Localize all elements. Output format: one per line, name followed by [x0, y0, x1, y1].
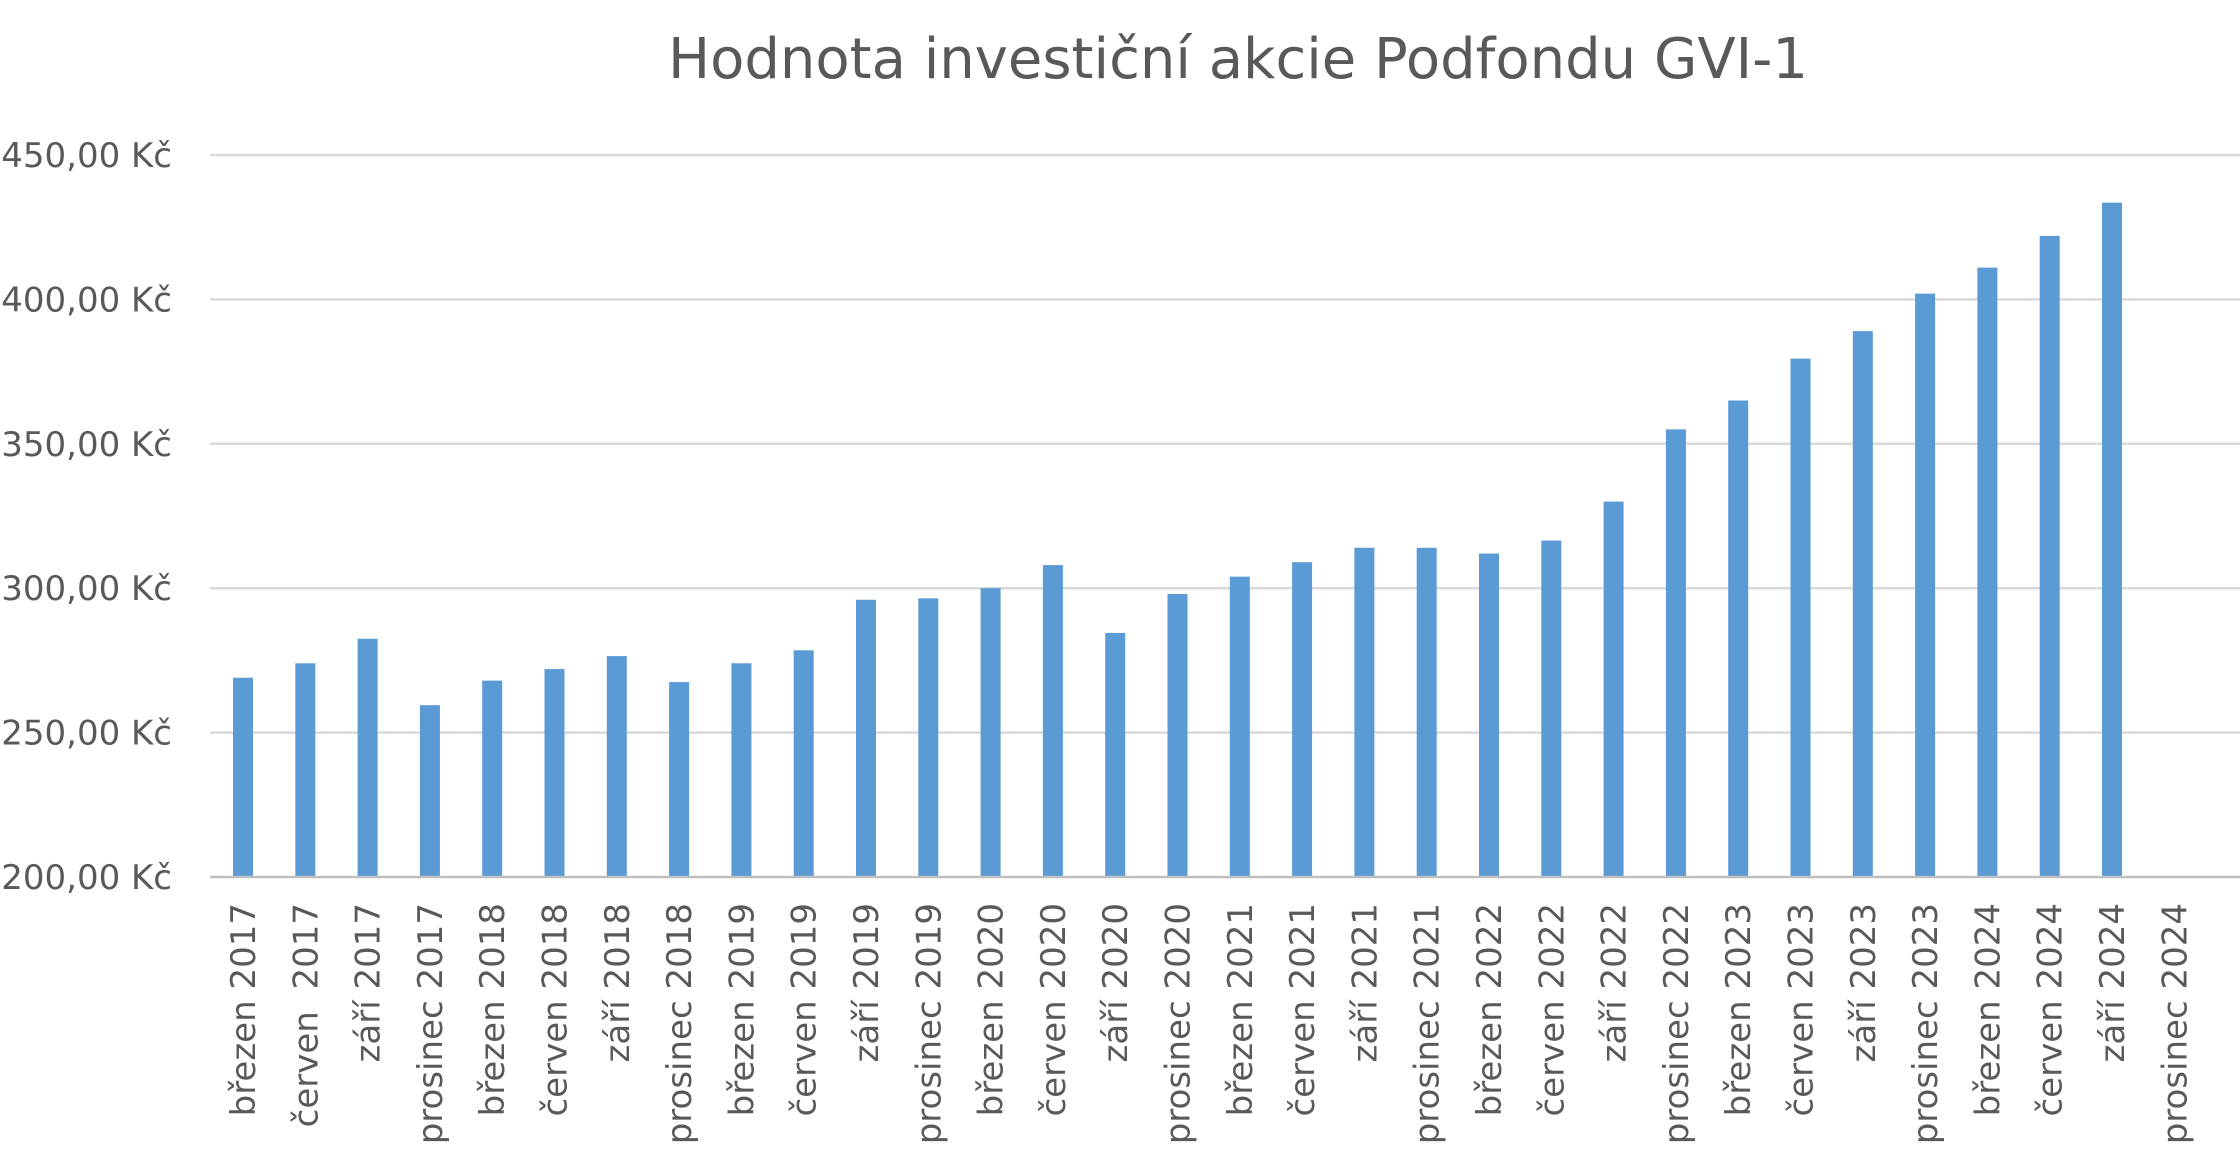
bar	[1354, 547, 1375, 877]
x-tick-label: prosinec 2020	[1159, 903, 1199, 1144]
bar	[2102, 202, 2122, 878]
bar	[606, 656, 627, 877]
x-tick-label: prosinec 2017	[411, 903, 451, 1144]
bar	[1541, 540, 1562, 877]
x-tick-label: prosinec 2019	[909, 903, 949, 1144]
x-tick-label: září 2018	[598, 903, 638, 1062]
x-tick-label: červen 2024	[2031, 903, 2071, 1117]
bar	[1977, 267, 1998, 878]
bar	[1852, 331, 1873, 878]
bar	[2039, 235, 2060, 877]
y-tick-label: 300,00 Kč	[1, 569, 172, 609]
bar	[1603, 501, 1624, 877]
x-tick-label: červen 2019	[785, 903, 825, 1117]
bar	[918, 598, 939, 877]
x-tick-label: březen 2023	[1719, 903, 1759, 1116]
y-tick-label: 200,00 Kč	[1, 858, 172, 898]
x-tick-label: červen 2018	[536, 903, 576, 1117]
bar	[1167, 593, 1188, 877]
y-tick-label: 400,00 Kč	[1, 280, 172, 320]
bar	[669, 682, 690, 877]
bar	[1915, 293, 1936, 877]
x-tick-label: září 2023	[1844, 903, 1884, 1062]
x-tick-label: březen 2017	[224, 903, 264, 1116]
x-tick-label: prosinec 2022	[1657, 903, 1697, 1144]
x-tick-label: červen 2023	[1782, 903, 1822, 1117]
bar	[482, 680, 503, 877]
x-tick-label: září 2017	[349, 903, 389, 1062]
bar	[793, 650, 814, 877]
chart-title: Hodnota investiční akcie Podfondu GVI-1	[668, 27, 1808, 92]
bar	[1479, 553, 1499, 877]
x-tick-label: září 2022	[1595, 903, 1635, 1062]
x-tick-label: březen 2018	[473, 903, 513, 1116]
x-tick-label: červen 2022	[1532, 903, 1572, 1117]
x-tick-label: prosinec 2018	[660, 903, 700, 1144]
bar	[1665, 429, 1686, 877]
bars	[233, 202, 2122, 878]
bar	[357, 638, 378, 877]
x-tick-label: září 2021	[1345, 903, 1385, 1062]
bar	[1292, 562, 1313, 877]
bar	[233, 677, 253, 877]
bar	[731, 663, 752, 877]
x-tick-label: březen 2020	[972, 903, 1012, 1116]
x-tick-label: březen 2021	[1221, 903, 1261, 1116]
x-tick-label: březen 2022	[1470, 903, 1510, 1116]
y-tick-label: 250,00 Kč	[1, 714, 172, 754]
bar	[295, 663, 316, 877]
bar	[1416, 547, 1437, 877]
x-tick-label: prosinec 2024	[2155, 903, 2195, 1144]
bar	[419, 705, 440, 877]
x-tick-label: prosinec 2021	[1408, 903, 1448, 1144]
bar	[1105, 632, 1126, 877]
bar	[1042, 565, 1063, 877]
x-tick-label: září 2024	[2093, 903, 2133, 1062]
x-tick-label: září 2020	[1096, 903, 1136, 1062]
x-tick-label: prosinec 2023	[1906, 903, 1946, 1144]
x-tick-label: září 2019	[847, 903, 887, 1062]
x-axis-tick-labels: březen 2017 červen 2017 září 2017 prosinec …	[224, 903, 2195, 1144]
bar	[1728, 400, 1749, 877]
x-tick-label: červen 2020	[1034, 903, 1074, 1117]
bar	[1790, 358, 1811, 877]
x-tick-label: březen 2024	[1968, 903, 2008, 1116]
x-tick-label: červen 2021	[1283, 903, 1323, 1117]
bar	[856, 599, 876, 877]
y-axis-tick-labels: 200,00 Kč 250,00 Kč 300,00 Kč 350,00 Kč 400,…	[1, 136, 172, 898]
x-tick-label: červen 2017	[286, 903, 326, 1127]
y-tick-label: 450,00 Kč	[1, 136, 172, 176]
gridlines	[210, 153, 2240, 734]
bar	[980, 588, 1001, 877]
x-tick-label: březen 2019	[722, 903, 762, 1116]
y-tick-label: 350,00 Kč	[1, 425, 172, 465]
bar	[544, 669, 565, 877]
bar	[1229, 576, 1250, 877]
